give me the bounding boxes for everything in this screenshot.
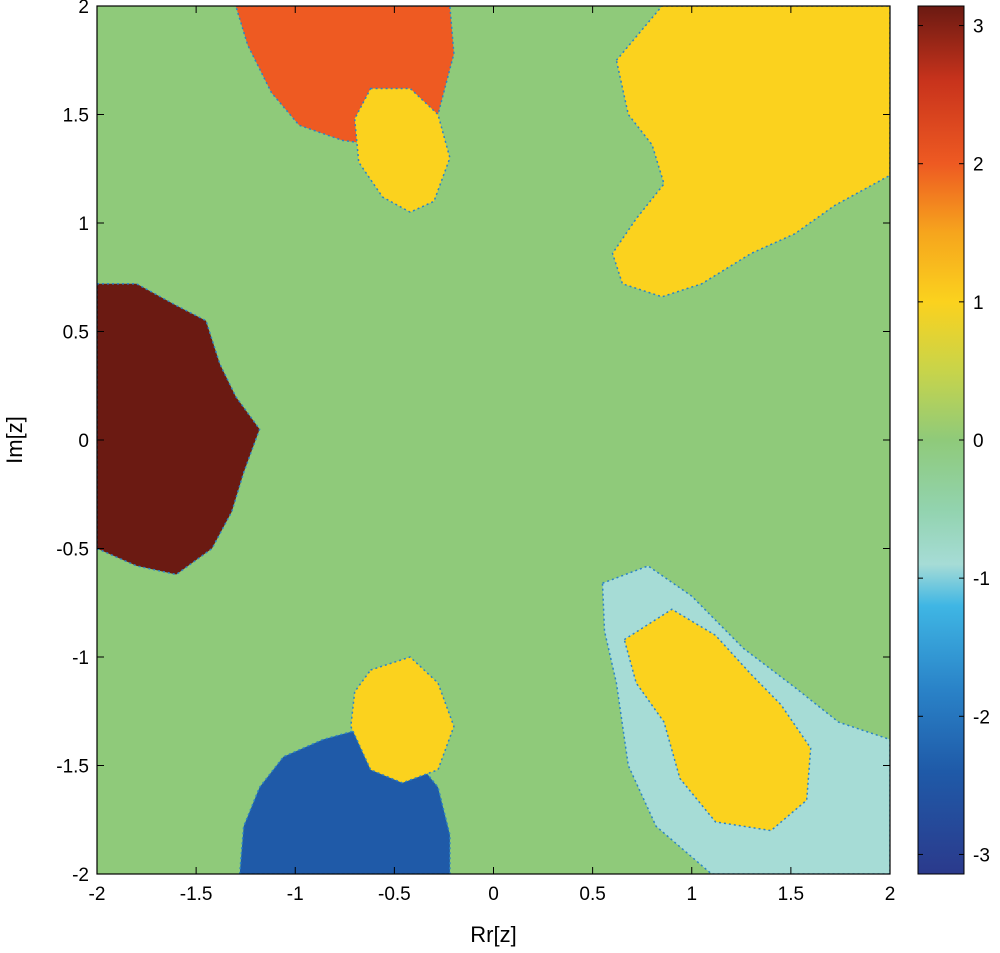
y-axis-label: Im[z] (2, 416, 27, 464)
colorbar-tick-label: -2 (973, 707, 990, 728)
colorbar-tick-label: 2 (973, 155, 984, 176)
y-tick-label: 1 (78, 214, 89, 235)
colorbar-gradient (917, 5, 965, 875)
x-tick-label: -0.5 (378, 884, 411, 905)
basin-upper-right-yellow (611, 6, 890, 298)
basin-left (97, 283, 261, 576)
basin-regions (97, 6, 890, 874)
colorbar: 3 2 1 0 -1 -2 -3 (917, 5, 990, 875)
colorbar-tick-label: -1 (973, 569, 990, 590)
colorbar-tick-label: 0 (973, 431, 984, 452)
y-tick-label: 2 (78, 0, 89, 18)
x-tick-label: 1 (686, 884, 697, 905)
plot-area (97, 6, 890, 874)
y-tick-label: -0.5 (56, 540, 89, 561)
y-tick-label: -2 (72, 865, 89, 886)
x-tick-label: -1 (287, 884, 304, 905)
x-tick-label: 2 (885, 884, 896, 905)
colorbar-tick-label: 3 (973, 17, 984, 38)
x-axis-label: Rr[z] (470, 922, 516, 947)
basin-lower-yellow (350, 656, 455, 784)
x-tick-label: 0.5 (579, 884, 605, 905)
x-tick-label: 1.5 (778, 884, 804, 905)
colorbar-tick-label: 1 (973, 293, 984, 314)
y-tick-label: 1.5 (63, 106, 89, 127)
y-tick-label: -1 (72, 648, 89, 669)
x-tick-label: 0 (488, 884, 499, 905)
y-tick-label: -1.5 (56, 757, 89, 778)
x-tick-label: -1.5 (180, 884, 213, 905)
y-tick-label: 0.5 (63, 323, 89, 344)
y-tick-label: 0 (78, 431, 89, 452)
colorbar-tick-label: -3 (973, 845, 990, 866)
x-tick-label: -2 (89, 884, 106, 905)
basin-lower-right-yellow (623, 608, 812, 832)
basin-upper-yellow (353, 87, 451, 214)
x-axis: -2 -1.5 -1 -0.5 0 0.5 1 1.5 2 (89, 6, 896, 905)
y-axis: 2 1.5 1 0.5 0 -0.5 -1 -1.5 -2 (56, 0, 890, 886)
colorbar-ticks: 3 2 1 0 -1 -2 -3 (918, 17, 990, 866)
